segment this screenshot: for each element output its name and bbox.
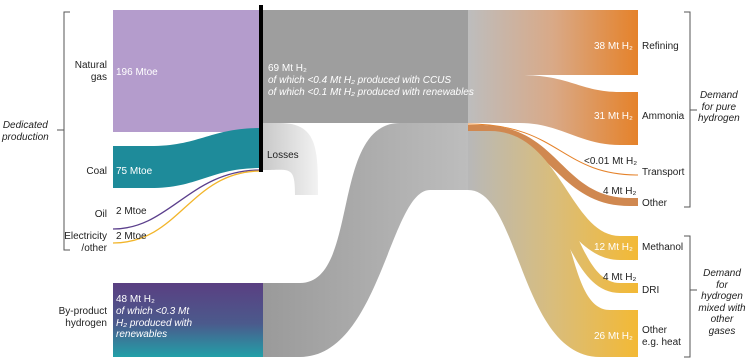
- hub-value: 69 Mt H₂: [268, 63, 307, 74]
- byproduct-note: of which <0.3 Mt H₂ produced with renewa…: [116, 306, 193, 340]
- dedicated-production-label: Dedicated production: [2, 120, 49, 143]
- hub-note-ccus: of which <0.4 Mt H₂ produced with CCUS: [268, 75, 452, 86]
- methanol-label: Methanol: [642, 242, 684, 253]
- other-heat-label: Other e.g. heat: [642, 325, 681, 348]
- hub-body: [263, 10, 468, 123]
- methanol-value: 12 Mt H₂: [594, 242, 633, 253]
- other-value: 4 Mt H₂: [603, 186, 637, 197]
- byproduct-flow: [263, 123, 468, 357]
- oil-flow: [112, 169, 262, 230]
- oil-label: Oil: [94, 209, 107, 220]
- ammonia-flow: [468, 75, 638, 145]
- hub-bar: [259, 5, 263, 172]
- other-label: Other: [642, 198, 668, 209]
- refining-value: 38 Mt H₂: [594, 41, 633, 52]
- dri-label: DRI: [642, 285, 660, 296]
- coal-value: 75 Mtoe: [116, 166, 153, 177]
- byproduct-node: [113, 283, 263, 357]
- other-heat-value: 26 Mt H₂: [594, 331, 633, 342]
- electricity-label: Electricity /other: [64, 231, 107, 254]
- transport-label: Transport: [642, 167, 685, 178]
- ammonia-label: Ammonia: [642, 111, 685, 122]
- coal-flow: [113, 128, 261, 188]
- natural-gas-value: 196 Mtoe: [116, 67, 158, 78]
- electricity-flow: [112, 170, 262, 244]
- losses-flow: [263, 123, 318, 195]
- transport-flow: [467, 123, 639, 176]
- pure-demand-label: Demand for pure hydrogen: [698, 90, 740, 124]
- byproduct-value: 48 Mt H₂: [116, 294, 155, 305]
- mixed-bracket: [684, 235, 697, 358]
- hub-note-renewables: of which <0.1 Mt H₂ produced with renewa…: [268, 87, 474, 98]
- natural-gas-label: Natural gas: [74, 60, 107, 83]
- refining-flow: [468, 10, 638, 75]
- other-flow: [468, 125, 638, 206]
- natural-gas-node: [113, 10, 261, 132]
- transport-value: <0.01 Mt H₂: [584, 156, 638, 167]
- other-heat-flow: [468, 160, 638, 357]
- refining-label: Refining: [642, 41, 679, 52]
- electricity-value: 2 Mtoe: [116, 231, 147, 242]
- dedicated-bracket: [57, 11, 70, 251]
- pure-bracket: [684, 11, 697, 208]
- mixed-demand-label: Demand for hydrogen mixed with other gas…: [698, 268, 746, 337]
- dri-value: 4 Mt H₂: [603, 272, 637, 283]
- byproduct-label: By-product hydrogen: [58, 306, 107, 329]
- coal-label: Coal: [86, 166, 107, 177]
- oil-value: 2 Mtoe: [116, 206, 147, 217]
- losses-label: Losses: [267, 150, 299, 161]
- ammonia-value: 31 Mt H₂: [594, 111, 633, 122]
